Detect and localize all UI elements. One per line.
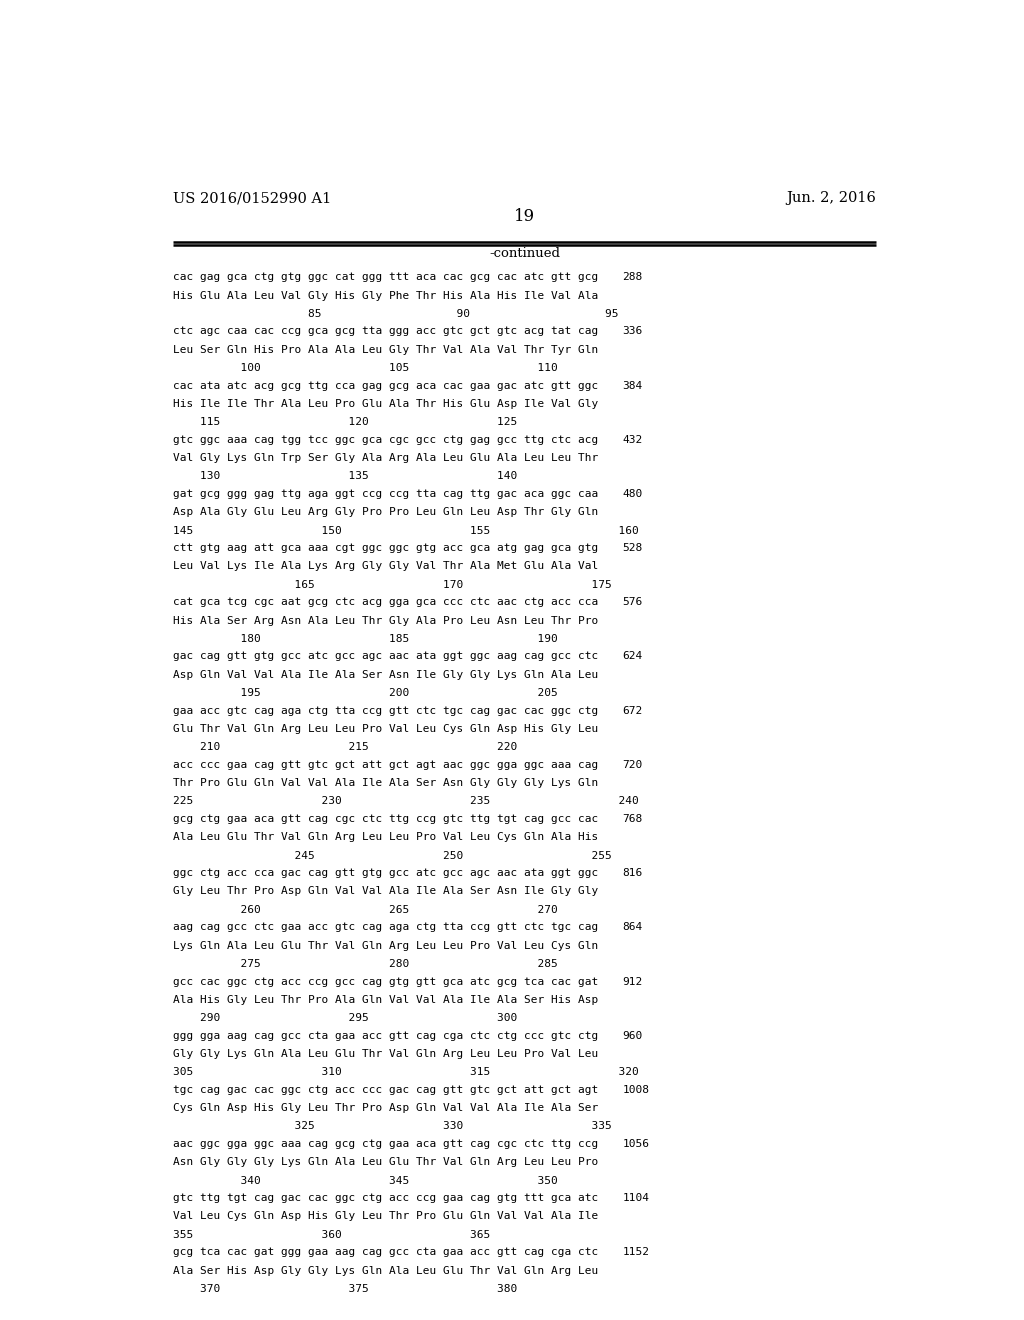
Text: Gly Gly Lys Gln Ala Leu Glu Thr Val Gln Arg Leu Leu Pro Val Leu: Gly Gly Lys Gln Ala Leu Glu Thr Val Gln … [173, 1049, 598, 1059]
Text: 115                   120                   125: 115 120 125 [173, 417, 517, 428]
Text: His Ile Ile Thr Ala Leu Pro Glu Ala Thr His Glu Asp Ile Val Gly: His Ile Ile Thr Ala Leu Pro Glu Ala Thr … [173, 399, 598, 409]
Text: ggg gga aag cag gcc cta gaa acc gtt cag cga ctc ctg ccc gtc ctg: ggg gga aag cag gcc cta gaa acc gtt cag … [173, 1031, 598, 1040]
Text: Cys Gln Asp His Gly Leu Thr Pro Asp Gln Val Val Ala Ile Ala Ser: Cys Gln Asp His Gly Leu Thr Pro Asp Gln … [173, 1104, 598, 1113]
Text: gaa acc gtc cag aga ctg tta ccg gtt ctc tgc cag gac cac ggc ctg: gaa acc gtc cag aga ctg tta ccg gtt ctc … [173, 706, 598, 715]
Text: 816: 816 [623, 869, 643, 878]
Text: gcc cac ggc ctg acc ccg gcc cag gtg gtt gca atc gcg tca cac gat: gcc cac ggc ctg acc ccg gcc cag gtg gtt … [173, 977, 598, 986]
Text: aag cag gcc ctc gaa acc gtc cag aga ctg tta ccg gtt ctc tgc cag: aag cag gcc ctc gaa acc gtc cag aga ctg … [173, 923, 598, 932]
Text: US 2016/0152990 A1: US 2016/0152990 A1 [173, 191, 332, 205]
Text: 145                   150                   155                   160: 145 150 155 160 [173, 525, 639, 536]
Text: 340                   345                   350: 340 345 350 [173, 1176, 558, 1185]
Text: 85                    90                    95: 85 90 95 [173, 309, 618, 319]
Text: 260                   265                   270: 260 265 270 [173, 904, 558, 915]
Text: 336: 336 [623, 326, 643, 337]
Text: 432: 432 [623, 434, 643, 445]
Text: His Ala Ser Arg Asn Ala Leu Thr Gly Ala Pro Leu Asn Leu Thr Pro: His Ala Ser Arg Asn Ala Leu Thr Gly Ala … [173, 615, 598, 626]
Text: 384: 384 [623, 380, 643, 391]
Text: 624: 624 [623, 652, 643, 661]
Text: gat gcg ggg gag ttg aga ggt ccg ccg tta cag ttg gac aca ggc caa: gat gcg ggg gag ttg aga ggt ccg ccg tta … [173, 488, 598, 499]
Text: 195                   200                   205: 195 200 205 [173, 688, 558, 698]
Text: Ala His Gly Leu Thr Pro Ala Gln Val Val Ala Ile Ala Ser His Asp: Ala His Gly Leu Thr Pro Ala Gln Val Val … [173, 995, 598, 1005]
Text: 1104: 1104 [623, 1193, 649, 1204]
Text: gtc ttg tgt cag gac cac ggc ctg acc ccg gaa cag gtg ttt gca atc: gtc ttg tgt cag gac cac ggc ctg acc ccg … [173, 1193, 598, 1204]
Text: 528: 528 [623, 543, 643, 553]
Text: 288: 288 [623, 272, 643, 282]
Text: 325                   330                   335: 325 330 335 [173, 1122, 612, 1131]
Text: 180                   185                   190: 180 185 190 [173, 634, 558, 644]
Text: 960: 960 [623, 1031, 643, 1040]
Text: 210                   215                   220: 210 215 220 [173, 742, 517, 752]
Text: 305                   310                   315                   320: 305 310 315 320 [173, 1068, 639, 1077]
Text: ctt gtg aag att gca aaa cgt ggc ggc gtg acc gca atg gag gca gtg: ctt gtg aag att gca aaa cgt ggc ggc gtg … [173, 543, 598, 553]
Text: 370                   375                   380: 370 375 380 [173, 1284, 517, 1294]
Text: Val Gly Lys Gln Trp Ser Gly Ala Arg Ala Leu Glu Ala Leu Leu Thr: Val Gly Lys Gln Trp Ser Gly Ala Arg Ala … [173, 453, 598, 463]
Text: 19: 19 [514, 209, 536, 226]
Text: 1008: 1008 [623, 1085, 649, 1094]
Text: 480: 480 [623, 488, 643, 499]
Text: Lys Gln Ala Leu Glu Thr Val Gln Arg Leu Leu Pro Val Leu Cys Gln: Lys Gln Ala Leu Glu Thr Val Gln Arg Leu … [173, 941, 598, 950]
Text: 130                   135                   140: 130 135 140 [173, 471, 517, 482]
Text: Ala Leu Glu Thr Val Gln Arg Leu Leu Pro Val Leu Cys Gln Ala His: Ala Leu Glu Thr Val Gln Arg Leu Leu Pro … [173, 833, 598, 842]
Text: Leu Val Lys Ile Ala Lys Arg Gly Gly Val Thr Ala Met Glu Ala Val: Leu Val Lys Ile Ala Lys Arg Gly Gly Val … [173, 561, 598, 572]
Text: 275                   280                   285: 275 280 285 [173, 958, 558, 969]
Text: cac ata atc acg gcg ttg cca gag gcg aca cac gaa gac atc gtt ggc: cac ata atc acg gcg ttg cca gag gcg aca … [173, 380, 598, 391]
Text: cac gag gca ctg gtg ggc cat ggg ttt aca cac gcg cac atc gtt gcg: cac gag gca ctg gtg ggc cat ggg ttt aca … [173, 272, 598, 282]
Text: Thr Pro Glu Gln Val Val Ala Ile Ala Ser Asn Gly Gly Gly Lys Gln: Thr Pro Glu Gln Val Val Ala Ile Ala Ser … [173, 777, 598, 788]
Text: 672: 672 [623, 706, 643, 715]
Text: 245                   250                   255: 245 250 255 [173, 850, 612, 861]
Text: cat gca tcg cgc aat gcg ctc acg gga gca ccc ctc aac ctg acc cca: cat gca tcg cgc aat gcg ctc acg gga gca … [173, 597, 598, 607]
Text: tgc cag gac cac ggc ctg acc ccc gac cag gtt gtc gct att gct agt: tgc cag gac cac ggc ctg acc ccc gac cag … [173, 1085, 598, 1094]
Text: Asp Ala Gly Glu Leu Arg Gly Pro Pro Leu Gln Leu Asp Thr Gly Gln: Asp Ala Gly Glu Leu Arg Gly Pro Pro Leu … [173, 507, 598, 517]
Text: Asp Gln Val Val Ala Ile Ala Ser Asn Ile Gly Gly Lys Gln Ala Leu: Asp Gln Val Val Ala Ile Ala Ser Asn Ile … [173, 669, 598, 680]
Text: 576: 576 [623, 597, 643, 607]
Text: Glu Thr Val Gln Arg Leu Leu Pro Val Leu Cys Gln Asp His Gly Leu: Glu Thr Val Gln Arg Leu Leu Pro Val Leu … [173, 723, 598, 734]
Text: 355                   360                   365: 355 360 365 [173, 1230, 490, 1239]
Text: gtc ggc aaa cag tgg tcc ggc gca cgc gcc ctg gag gcc ttg ctc acg: gtc ggc aaa cag tgg tcc ggc gca cgc gcc … [173, 434, 598, 445]
Text: 100                   105                   110: 100 105 110 [173, 363, 558, 374]
Text: Jun. 2, 2016: Jun. 2, 2016 [786, 191, 877, 205]
Text: ggc ctg acc cca gac cag gtt gtg gcc atc gcc agc aac ata ggt ggc: ggc ctg acc cca gac cag gtt gtg gcc atc … [173, 869, 598, 878]
Text: 1152: 1152 [623, 1247, 649, 1258]
Text: gcg ctg gaa aca gtt cag cgc ctc ttg ccg gtc ttg tgt cag gcc cac: gcg ctg gaa aca gtt cag cgc ctc ttg ccg … [173, 814, 598, 824]
Text: 1056: 1056 [623, 1139, 649, 1148]
Text: gac cag gtt gtg gcc atc gcc agc aac ata ggt ggc aag cag gcc ctc: gac cag gtt gtg gcc atc gcc agc aac ata … [173, 652, 598, 661]
Text: 912: 912 [623, 977, 643, 986]
Text: acc ccc gaa cag gtt gtc gct att gct agt aac ggc gga ggc aaa cag: acc ccc gaa cag gtt gtc gct att gct agt … [173, 760, 598, 770]
Text: 720: 720 [623, 760, 643, 770]
Text: Ala Ser His Asp Gly Gly Lys Gln Ala Leu Glu Thr Val Gln Arg Leu: Ala Ser His Asp Gly Gly Lys Gln Ala Leu … [173, 1266, 598, 1275]
Text: 864: 864 [623, 923, 643, 932]
Text: -continued: -continued [489, 247, 560, 260]
Text: 290                   295                   300: 290 295 300 [173, 1012, 517, 1023]
Text: Val Leu Cys Gln Asp His Gly Leu Thr Pro Glu Gln Val Val Ala Ile: Val Leu Cys Gln Asp His Gly Leu Thr Pro … [173, 1212, 598, 1221]
Text: ctc agc caa cac ccg gca gcg tta ggg acc gtc gct gtc acg tat cag: ctc agc caa cac ccg gca gcg tta ggg acc … [173, 326, 598, 337]
Text: 768: 768 [623, 814, 643, 824]
Text: 165                   170                   175: 165 170 175 [173, 579, 612, 590]
Text: His Glu Ala Leu Val Gly His Gly Phe Thr His Ala His Ile Val Ala: His Glu Ala Leu Val Gly His Gly Phe Thr … [173, 290, 598, 301]
Text: 225                   230                   235                   240: 225 230 235 240 [173, 796, 639, 807]
Text: Leu Ser Gln His Pro Ala Ala Leu Gly Thr Val Ala Val Thr Tyr Gln: Leu Ser Gln His Pro Ala Ala Leu Gly Thr … [173, 345, 598, 355]
Text: Gly Leu Thr Pro Asp Gln Val Val Ala Ile Ala Ser Asn Ile Gly Gly: Gly Leu Thr Pro Asp Gln Val Val Ala Ile … [173, 887, 598, 896]
Text: gcg tca cac gat ggg gaa aag cag gcc cta gaa acc gtt cag cga ctc: gcg tca cac gat ggg gaa aag cag gcc cta … [173, 1247, 598, 1258]
Text: Asn Gly Gly Gly Lys Gln Ala Leu Glu Thr Val Gln Arg Leu Leu Pro: Asn Gly Gly Gly Lys Gln Ala Leu Glu Thr … [173, 1158, 598, 1167]
Text: aac ggc gga ggc aaa cag gcg ctg gaa aca gtt cag cgc ctc ttg ccg: aac ggc gga ggc aaa cag gcg ctg gaa aca … [173, 1139, 598, 1148]
